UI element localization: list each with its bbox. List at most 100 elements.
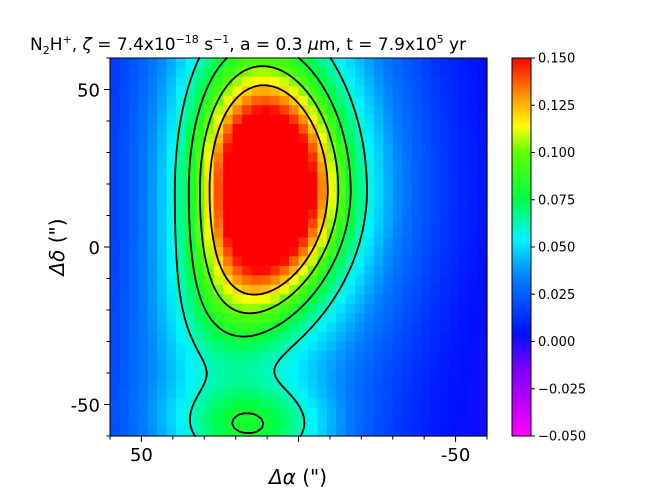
heatmap-cell [279, 303, 290, 314]
heatmap-cell [373, 237, 384, 248]
heatmap-cell [326, 237, 337, 248]
heatmap-cell [289, 143, 300, 154]
heatmap-cell [298, 143, 309, 154]
heatmap-cell [383, 379, 394, 390]
heatmap-cell [147, 341, 158, 352]
heatmap-cell [477, 322, 488, 333]
heatmap-cell [326, 417, 337, 428]
heatmap-cell [421, 407, 432, 418]
heatmap-cell [326, 265, 337, 276]
heatmap-cell [392, 313, 403, 324]
heatmap-cell [326, 190, 337, 201]
heatmap-cell [232, 426, 243, 437]
heatmap-cell [260, 161, 271, 172]
heatmap-cell [232, 228, 243, 239]
heatmap-cell [157, 369, 168, 380]
heatmap-cell [175, 398, 186, 409]
heatmap-cell [439, 76, 450, 87]
heatmap-cell [392, 247, 403, 258]
heatmap-cell [270, 180, 281, 191]
heatmap-cell [477, 152, 488, 163]
heatmap-cell [458, 209, 469, 220]
heatmap-cell [241, 322, 252, 333]
heatmap-cell [439, 237, 450, 248]
heatmap-cell [270, 275, 281, 286]
heatmap-cell [307, 86, 318, 97]
heatmap-cell [336, 76, 347, 87]
heatmap-cell [138, 105, 149, 116]
heatmap-cell [468, 247, 479, 258]
heatmap-cell [317, 284, 328, 295]
heatmap-cell [477, 228, 488, 239]
heatmap-cell [402, 95, 413, 106]
heatmap-cell [204, 143, 215, 154]
heatmap-cell [355, 294, 366, 305]
heatmap-cell [138, 237, 149, 248]
heatmap-cell [138, 86, 149, 97]
heatmap-cell [138, 360, 149, 371]
heatmap-cell [317, 58, 328, 69]
heatmap-cell [251, 171, 262, 182]
heatmap-cell [317, 209, 328, 220]
heatmap-cell [458, 180, 469, 191]
heatmap-cell [392, 417, 403, 428]
heatmap-cell [430, 124, 441, 135]
heatmap-cell [392, 180, 403, 191]
heatmap-cell [289, 256, 300, 267]
heatmap-cell [110, 426, 121, 437]
heatmap-cell [147, 417, 158, 428]
heatmap-cell [298, 369, 309, 380]
heatmap-cell [326, 199, 337, 210]
heatmap-cell [430, 294, 441, 305]
heatmap-cell [298, 341, 309, 352]
heatmap-cell [326, 95, 337, 106]
heatmap-cell [336, 95, 347, 106]
heatmap-cell [458, 199, 469, 210]
heatmap-cell [468, 388, 479, 399]
heatmap-cell [279, 218, 290, 229]
heatmap-cell [166, 86, 177, 97]
heatmap-cell [402, 379, 413, 390]
heatmap-cell [411, 417, 422, 428]
heatmap-cell [468, 284, 479, 295]
heatmap-cell [204, 369, 215, 380]
heatmap-cell [373, 398, 384, 409]
heatmap-cell [251, 350, 262, 361]
heatmap-cell [317, 369, 328, 380]
heatmap-cell [430, 190, 441, 201]
heatmap-cell [138, 284, 149, 295]
colorbar-tick-label: −0.025 [538, 382, 586, 397]
heatmap-cell [411, 332, 422, 343]
heatmap-cell [241, 218, 252, 229]
heatmap-cell [251, 407, 262, 418]
heatmap-cell [110, 294, 121, 305]
heatmap-cell [439, 398, 450, 409]
heatmap-cell [307, 303, 318, 314]
heatmap-cell [251, 341, 262, 352]
heatmap-cell [430, 256, 441, 267]
heatmap-cell [383, 228, 394, 239]
heatmap-cell [289, 369, 300, 380]
heatmap-cell [204, 398, 215, 409]
heatmap-cell [119, 369, 130, 380]
heatmap-cell [307, 190, 318, 201]
heatmap-cell [279, 398, 290, 409]
heatmap-cell [166, 256, 177, 267]
heatmap-cell [449, 180, 460, 191]
heatmap-cell [213, 133, 224, 144]
heatmap-cell [241, 180, 252, 191]
heatmap-cell [307, 247, 318, 258]
heatmap-cell [468, 161, 479, 172]
heatmap-cell [289, 209, 300, 220]
heatmap-cell [147, 67, 158, 78]
heatmap-cell [468, 265, 479, 276]
heatmap-cell [166, 388, 177, 399]
heatmap-cell [279, 133, 290, 144]
y-tick-label: 50 [77, 81, 100, 102]
heatmap-cell [411, 388, 422, 399]
heatmap-cell [336, 398, 347, 409]
heatmap-cell [194, 95, 205, 106]
heatmap-cell [336, 133, 347, 144]
heatmap-cell [157, 313, 168, 324]
heatmap-cell [289, 303, 300, 314]
